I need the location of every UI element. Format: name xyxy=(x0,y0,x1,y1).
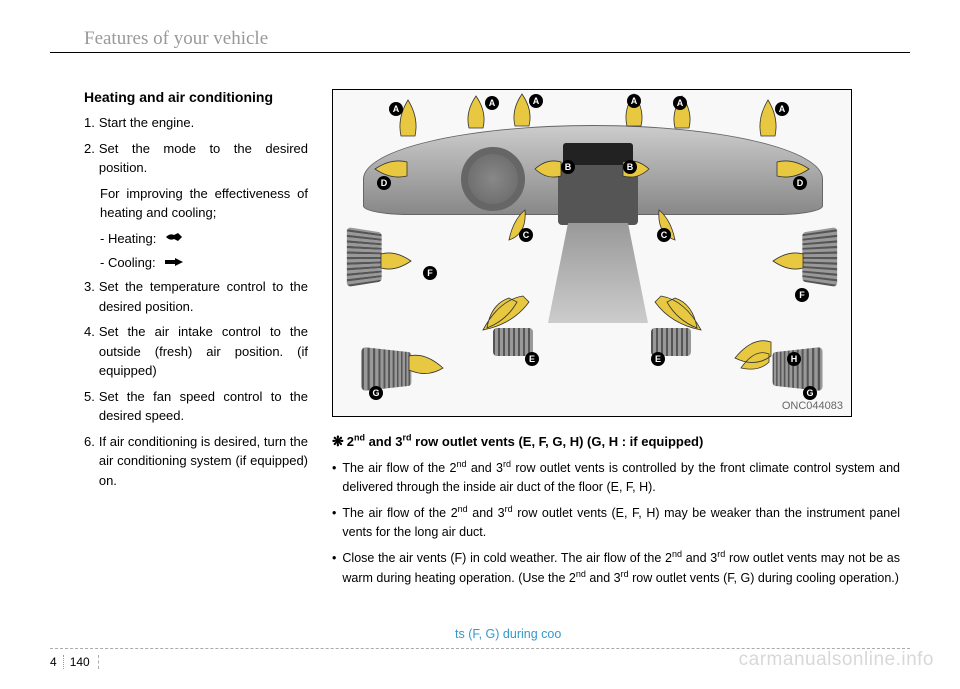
badge-a: A xyxy=(627,94,641,108)
badge-f: F xyxy=(423,266,437,280)
badge-d: D xyxy=(377,176,391,190)
bullet-text: The air flow of the 2nd and 3rd row outl… xyxy=(342,458,900,497)
step-text: If air conditioning is desired, turn the… xyxy=(99,432,308,491)
badge-a: A xyxy=(775,102,789,116)
badge-a: A xyxy=(389,102,403,116)
vent-f-right xyxy=(802,227,837,287)
bullet-text: The air flow of the 2nd and 3rd row outl… xyxy=(342,503,900,542)
step-5: 5. Set the fan speed control to the desi… xyxy=(84,387,308,426)
badge-e: E xyxy=(525,352,539,366)
vent-g-left xyxy=(361,347,411,391)
step-text: Set the fan speed control to the desired… xyxy=(99,387,308,426)
badge-a: A xyxy=(673,96,687,110)
step-number: 4. xyxy=(84,322,95,381)
badge-h: H xyxy=(787,352,801,366)
step-text: Set the temperature control to the desir… xyxy=(99,277,308,316)
step-number: 6. xyxy=(84,432,95,491)
link-overlay[interactable]: ts (F, G) during coo xyxy=(455,627,561,641)
bullet-1: • The air flow of the 2nd and 3rd row ou… xyxy=(332,458,910,497)
left-column: Heating and air conditioning 1. Start th… xyxy=(50,89,308,593)
badge-b: B xyxy=(623,160,637,174)
step-number: 2. xyxy=(84,139,95,178)
badge-e: E xyxy=(651,352,665,366)
dashboard-figure: A A A A A A B B C C D D E E F F G G H ON… xyxy=(332,89,852,417)
step-number: 3. xyxy=(84,277,95,316)
vent-f-left xyxy=(347,227,382,287)
badge-f: F xyxy=(795,288,809,302)
airflow-arrow xyxy=(771,246,805,276)
manual-page: Features of your vehicle Heating and air… xyxy=(0,0,960,689)
sub-step-intro: For improving the effectiveness of heati… xyxy=(100,184,308,223)
airflow-arrow xyxy=(731,334,775,374)
bullet-2: • The air flow of the 2nd and 3rd row ou… xyxy=(332,503,910,542)
figure-code: ONC044083 xyxy=(782,400,843,412)
step-6: 6. If air conditioning is desired, turn … xyxy=(84,432,308,491)
content-area: Heating and air conditioning 1. Start th… xyxy=(50,89,910,593)
step-text: Start the engine. xyxy=(99,113,308,133)
section-heading: Heating and air conditioning xyxy=(84,89,308,105)
badge-a: A xyxy=(485,96,499,110)
notes-heading: ❋2nd and 3rd row outlet vents (E, F, G, … xyxy=(332,433,910,450)
step-4: 4. Set the air intake control to the out… xyxy=(84,322,308,381)
badge-b: B xyxy=(561,160,575,174)
flower-icon: ❋ xyxy=(332,433,344,449)
chapter-number: 4 xyxy=(50,655,64,669)
badge-c: C xyxy=(657,228,671,242)
steering-wheel xyxy=(461,147,525,211)
badge-g: G xyxy=(369,386,383,400)
step-number: 1. xyxy=(84,113,95,133)
badge-c: C xyxy=(519,228,533,242)
step-number: 5. xyxy=(84,387,95,426)
badge-d: D xyxy=(793,176,807,190)
heating-label: - Heating: xyxy=(100,231,156,246)
lower-console xyxy=(548,223,648,323)
airflow-arrow xyxy=(379,246,413,276)
step-3: 3. Set the temperature control to the de… xyxy=(84,277,308,316)
page-header: Features of your vehicle xyxy=(50,28,910,53)
bullet-3: • Close the air vents (F) in cold weathe… xyxy=(332,548,910,588)
step-1: 1. Start the engine. xyxy=(84,113,308,133)
heating-bullet: - Heating: xyxy=(100,229,308,249)
step-text: Set the air intake control to the outsid… xyxy=(99,322,308,381)
bullet-marker: • xyxy=(332,459,336,497)
bullet-marker: • xyxy=(332,549,336,588)
badge-a: A xyxy=(529,94,543,108)
airflow-arrow xyxy=(533,156,563,182)
cooling-label: - Cooling: xyxy=(100,255,156,270)
watermark: carmanualsonline.info xyxy=(739,649,934,671)
page-number: 140 xyxy=(64,655,98,669)
step-2: 2. Set the mode to the desired position. xyxy=(84,139,308,178)
airflow-arrow xyxy=(479,292,533,334)
header-title: Features of your vehicle xyxy=(50,28,910,50)
bullet-marker: • xyxy=(332,504,336,542)
notes-heading-text: 2nd and 3rd row outlet vents (E, F, G, H… xyxy=(347,434,704,449)
face-mode-icon xyxy=(163,254,187,274)
page-numbers: 4 140 xyxy=(50,655,99,669)
cooling-bullet: - Cooling: xyxy=(100,253,308,273)
right-column: A A A A A A B B C C D D E E F F G G H ON… xyxy=(332,89,910,593)
airflow-arrow xyxy=(651,292,705,334)
step-text: Set the mode to the desired position. xyxy=(99,139,308,178)
badge-g: G xyxy=(803,386,817,400)
bullet-text: Close the air vents (F) in cold weather.… xyxy=(342,548,900,588)
floor-mode-icon xyxy=(164,229,188,249)
airflow-arrow xyxy=(407,348,447,382)
